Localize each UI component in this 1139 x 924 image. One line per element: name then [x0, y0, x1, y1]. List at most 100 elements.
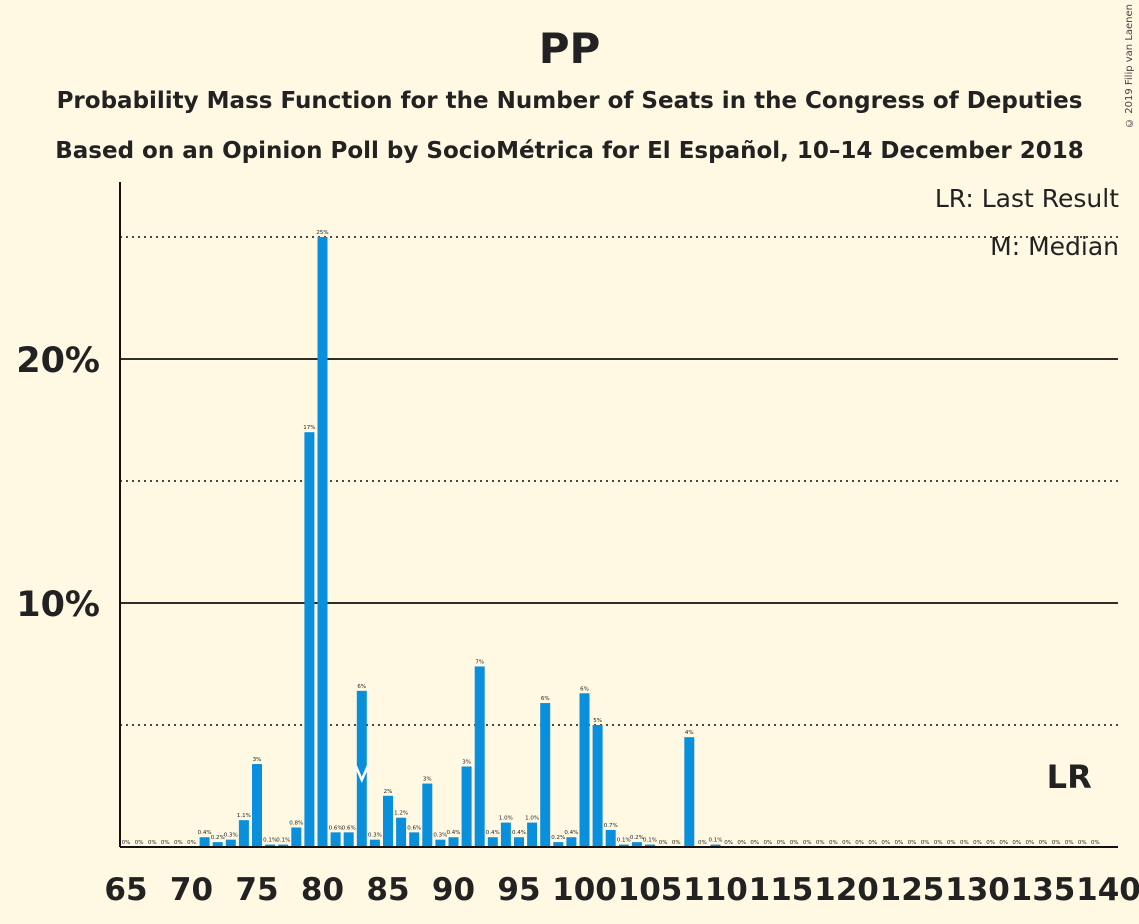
bar-value-label: 0%: [750, 840, 759, 846]
bar: [631, 842, 642, 847]
bar-value-label: 0.2%: [551, 835, 565, 841]
x-tick-label: 115: [749, 872, 814, 908]
bar: [605, 829, 616, 847]
bar-value-label: 0.1%: [263, 838, 277, 844]
bar-value-label: 6%: [541, 696, 550, 702]
bar-value-label: 0%: [764, 840, 773, 846]
bar-value-label: 0%: [161, 840, 170, 846]
x-tick-label: 140: [1076, 872, 1139, 908]
bar: [212, 842, 223, 847]
x-tick-label: 105: [618, 872, 683, 908]
bar: [592, 725, 603, 847]
bar-value-label: 6%: [357, 684, 366, 690]
bar: [356, 690, 367, 847]
bar: [527, 822, 538, 847]
bar-value-label: 0.2%: [630, 835, 644, 841]
bar-value-label: 0.1%: [276, 838, 290, 844]
bar-value-label: 0%: [187, 840, 196, 846]
bar-value-label: 0%: [777, 840, 786, 846]
bar-value-label: 0.4%: [447, 830, 461, 836]
bar: [199, 837, 210, 847]
bar-value-label: 6%: [580, 686, 589, 692]
bar-value-label: 0.1%: [617, 838, 631, 844]
bar-value-label: 4%: [685, 730, 694, 736]
bar-value-label: 0.3%: [368, 833, 382, 839]
bar-value-label: 0.1%: [643, 838, 657, 844]
x-tick-label: 135: [1011, 872, 1076, 908]
legend-last-result: LR: Last Result: [934, 184, 1119, 213]
y-tick-label: 10%: [16, 585, 100, 625]
bar-value-label: 0%: [881, 840, 890, 846]
bar-value-label: 0%: [960, 840, 969, 846]
bar: [487, 837, 498, 847]
bar-value-label: 0.8%: [289, 820, 303, 826]
bar-value-label: 2%: [384, 789, 393, 795]
bar-value-label: 0%: [1065, 840, 1074, 846]
bar-value-label: 0%: [737, 840, 746, 846]
bar-value-label: 0%: [724, 840, 733, 846]
bar-value-label: 0%: [803, 840, 812, 846]
bar-value-label: 0%: [672, 840, 681, 846]
bar-value-label: 0.1%: [709, 838, 723, 844]
x-tick-label: 75: [235, 872, 278, 908]
bar: [500, 822, 511, 847]
bar-value-label: 1.0%: [499, 816, 513, 822]
bar-value-label: 0%: [816, 840, 825, 846]
bar: [317, 237, 328, 847]
x-tick-label: 95: [497, 872, 540, 908]
bar-value-label: 0.4%: [486, 830, 500, 836]
bar: [448, 837, 459, 847]
x-tick-label: 70: [170, 872, 213, 908]
bar-value-label: 0%: [829, 840, 838, 846]
bar-value-label: 25%: [316, 230, 328, 236]
bar: [225, 839, 236, 847]
bar-value-label: 1.2%: [394, 811, 408, 817]
bar-value-label: 0.7%: [604, 823, 618, 829]
bar-value-label: 0%: [135, 840, 144, 846]
bar-value-label: 17%: [303, 425, 315, 431]
last-result-label: LR: [1047, 758, 1092, 796]
bar-value-label: 0%: [1052, 840, 1061, 846]
bar-value-label: 3%: [462, 759, 471, 765]
y-tick-label: 20%: [16, 341, 100, 381]
bar-value-label: 0%: [790, 840, 799, 846]
bar: [645, 844, 655, 847]
x-tick-label: 65: [104, 872, 147, 908]
bar-value-label: 0%: [698, 840, 707, 846]
bar: [409, 832, 420, 847]
bar: [291, 827, 302, 847]
bar: [238, 820, 249, 847]
bar-value-label: 1.1%: [237, 813, 251, 819]
bar: [343, 832, 354, 847]
bar-value-label: 1.0%: [525, 816, 539, 822]
bar-value-label: 0%: [1091, 840, 1100, 846]
bar-value-label: 0.4%: [564, 830, 578, 836]
bar: [566, 837, 577, 847]
bar: [579, 693, 590, 847]
bar-value-label: 0%: [947, 840, 956, 846]
bar: [618, 844, 629, 847]
x-tick-label: 120: [814, 872, 879, 908]
chart-title: PP: [538, 24, 601, 73]
x-tick-label: 85: [366, 872, 409, 908]
x-tick-label: 100: [552, 872, 617, 908]
bar: [461, 766, 472, 847]
bar: [435, 839, 446, 847]
bar-value-label: 0.4%: [198, 830, 212, 836]
bar: [278, 844, 289, 847]
bar: [553, 842, 564, 847]
x-tick-label: 125: [880, 872, 945, 908]
bar-value-label: 0.6%: [342, 825, 356, 831]
bar-value-label: 0%: [999, 840, 1008, 846]
bar-value-label: 0%: [174, 840, 183, 846]
bar: [304, 432, 315, 847]
bar-value-label: 0.2%: [211, 835, 225, 841]
bar-value-label: 0.4%: [512, 830, 526, 836]
bar: [396, 817, 407, 847]
bar-value-label: 0.6%: [329, 825, 343, 831]
bar: [684, 737, 695, 847]
x-tick-label: 90: [432, 872, 475, 908]
bar-value-label: 0%: [1012, 840, 1021, 846]
bar: [710, 844, 721, 847]
